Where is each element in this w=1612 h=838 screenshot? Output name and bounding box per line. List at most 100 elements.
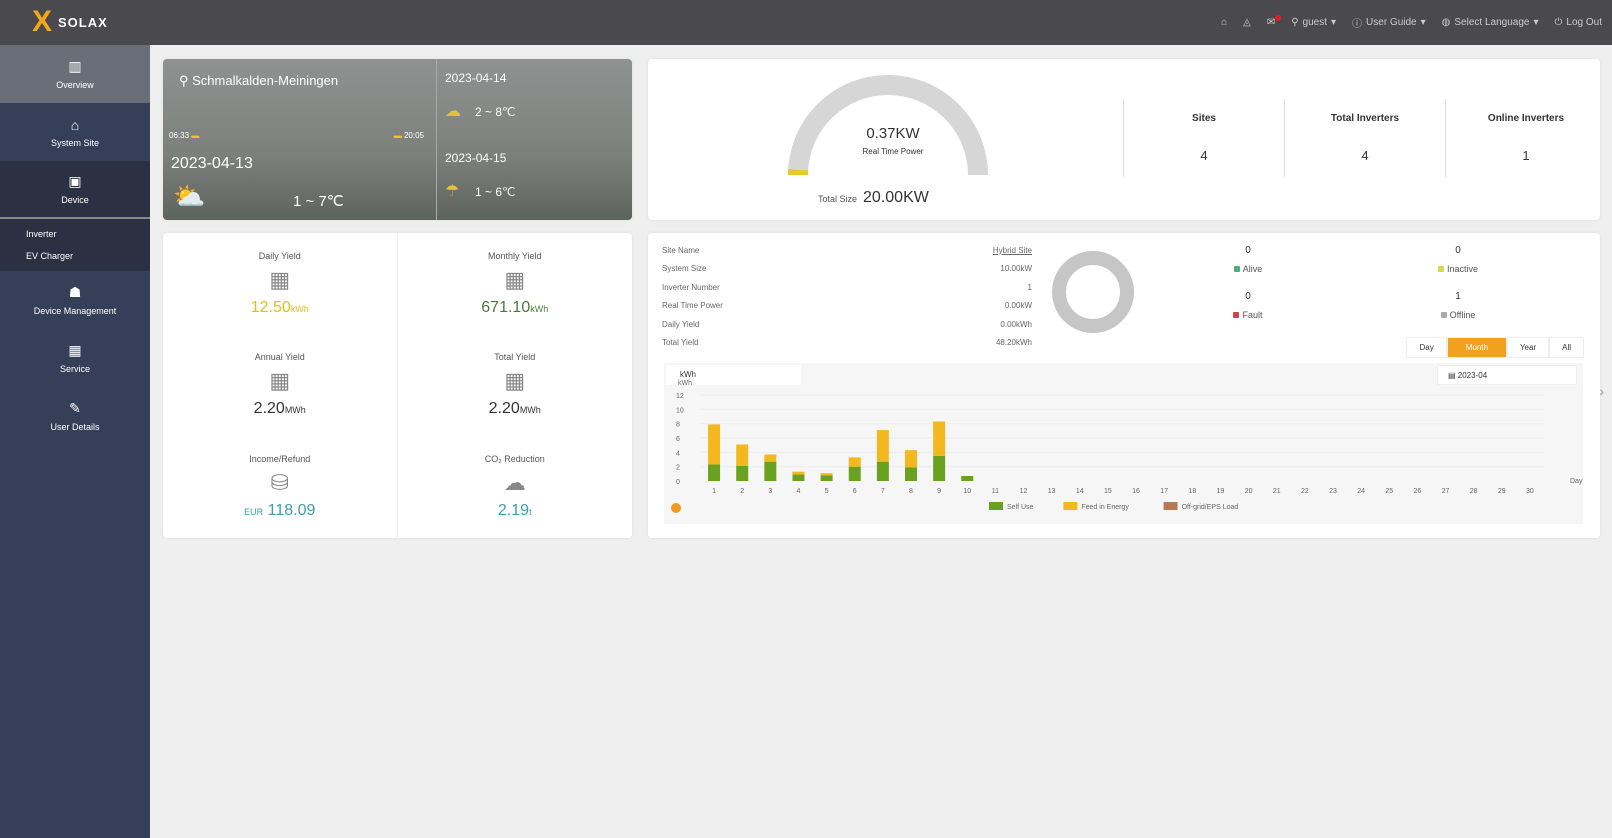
chevron-right-icon[interactable]: › — [1599, 383, 1604, 399]
sidebar-subitem-inverter[interactable]: Inverter — [26, 229, 57, 239]
solax-logo[interactable]: X SOLAX — [32, 7, 108, 37]
weather-location: ⚲ Schmalkalden-Meiningen — [179, 73, 338, 89]
status-offline: 1 Offline — [1418, 291, 1498, 320]
calendar-icon: ▦ — [269, 266, 291, 292]
coins-icon: ⛁ — [270, 470, 289, 496]
bar-self-use[interactable] — [848, 466, 861, 481]
home-icon: ⌂ — [70, 116, 80, 133]
x-tick-label: 23 — [1329, 488, 1337, 495]
total-size-value: 20.00KW — [863, 189, 929, 206]
sidebar-item-device-management[interactable]: ☗ Device Management — [0, 271, 150, 329]
bar-self-use[interactable] — [708, 464, 721, 481]
alert-icon[interactable]: ◬ — [1243, 17, 1251, 28]
y-tick-label: 8 — [676, 422, 680, 429]
donut-ring — [1052, 251, 1134, 333]
bar-self-use[interactable] — [736, 465, 749, 481]
info-value: 0.00kW — [1004, 301, 1032, 311]
sidebar-subitem-ev-charger[interactable]: EV Charger — [26, 251, 74, 261]
sidebar-item-device[interactable]: ▣ Device — [0, 161, 150, 219]
calendar-icon: ▦ — [504, 266, 526, 292]
bar-feed-in-energy[interactable] — [708, 424, 721, 465]
unit-select[interactable]: kWh — [666, 365, 801, 385]
stat-number: 671.10 — [481, 298, 531, 316]
bar-self-use[interactable] — [876, 461, 889, 481]
info-row: Inverter Number 1 — [662, 278, 1032, 297]
power-summary-card: 0.37KW Real Time Power Total Size 20.00KW… — [648, 59, 1600, 220]
x-tick-label: 29 — [1498, 488, 1506, 495]
bar-feed-in-energy[interactable] — [820, 473, 833, 476]
status-count: 0 — [1455, 245, 1461, 256]
download-icon[interactable] — [671, 503, 681, 513]
status-label: Alive — [1242, 264, 1263, 274]
weather-divider — [436, 59, 437, 220]
month-picker-value: 2023-04 — [1457, 371, 1488, 380]
legend-swatch — [1063, 502, 1078, 510]
total-size-label: Total Size — [818, 194, 858, 204]
forecast-temp: 2 ~ 8℃ — [475, 105, 516, 119]
month-picker[interactable]: ▤ 2023-04 — [1437, 365, 1577, 385]
bar-self-use[interactable] — [792, 474, 805, 481]
site-name-link[interactable]: Hybrid Site — [992, 245, 1032, 255]
legend-label[interactable]: Self Use — [1007, 504, 1034, 511]
info-row: Total Yield 48.20kWh — [662, 334, 1032, 353]
home-icon[interactable]: ⌂ — [1221, 17, 1228, 28]
real-time-power-gauge — [788, 75, 988, 176]
sun-times: 06:33 ▬ ▬ 20:05 — [169, 131, 424, 140]
x-tick-label: 13 — [1048, 488, 1056, 495]
bar-self-use[interactable] — [961, 475, 974, 481]
y-tick-label: 10 — [676, 407, 684, 414]
language-menu[interactable]: ◍ Select Language ▾ — [1441, 17, 1539, 28]
sunrise-icon: ▬ — [191, 131, 200, 140]
sidebar-item-user-details[interactable]: ✎ User Details — [0, 387, 150, 445]
stat-unit: EUR — [244, 507, 264, 518]
pen-icon: ✎ — [69, 400, 81, 416]
sidebar-item-overview[interactable]: ▥ Overview — [0, 45, 150, 103]
site-info-list: Site Name Hybrid Site System Size 10.00kW In… — [662, 241, 1032, 352]
kpi-label: Total Inverters — [1330, 113, 1400, 124]
device-submenu: Inverter EV Charger — [0, 219, 150, 271]
tab-all[interactable]: All — [1549, 337, 1584, 358]
sidebar-label: Service — [59, 364, 90, 374]
sunset-icon: ▬ — [393, 131, 402, 140]
kpi-sites: Sites 4 — [1123, 99, 1284, 177]
sunset-time: 20:05 — [403, 131, 424, 140]
bar-feed-in-energy[interactable] — [905, 450, 917, 468]
sidebar-item-system-site[interactable]: ⌂ System Site — [0, 103, 150, 161]
tab-year[interactable]: Year — [1506, 337, 1550, 358]
x-tick-label: 14 — [1076, 488, 1084, 495]
user-guide-menu[interactable]: ⓘ User Guide ▾ — [1352, 17, 1426, 30]
tab-day[interactable]: Day — [1406, 337, 1447, 358]
info-row: System Size 10.00kW — [662, 260, 1032, 279]
user-menu[interactable]: ⚲ guest ▾ — [1291, 17, 1337, 28]
bar-feed-in-energy[interactable] — [736, 444, 749, 466]
bar-feed-in-energy[interactable] — [933, 421, 946, 456]
bar-feed-in-energy[interactable] — [792, 471, 805, 475]
legend-label[interactable]: Off-grid/EPS Load — [1182, 504, 1239, 511]
x-tick-label: 24 — [1357, 488, 1365, 495]
logout-button[interactable]: ⏻ Log Out — [1554, 17, 1602, 28]
bar-self-use[interactable] — [905, 467, 917, 481]
legend-label[interactable]: Feed in Energy — [1081, 504, 1129, 511]
bar-feed-in-energy[interactable] — [764, 454, 777, 462]
stat-value: 2.19t — [498, 502, 532, 520]
x-axis-label: Day — [1570, 478, 1583, 485]
stat-value: EUR 118.09 — [244, 502, 315, 520]
sidebar-item-service[interactable]: ▦ Service — [0, 329, 150, 387]
x-tick-label: 16 — [1132, 488, 1140, 495]
bar-self-use[interactable] — [820, 475, 833, 481]
x-tick-label: 26 — [1414, 488, 1422, 495]
stat-value: 2.20MWh — [489, 400, 541, 418]
stat-label: CO₂ Reduction — [484, 454, 545, 465]
forecast-date: 2023-04-15 — [445, 151, 507, 165]
bar-feed-in-energy[interactable] — [848, 457, 861, 467]
tab-month[interactable]: Month — [1446, 337, 1507, 358]
stat-label: Daily Yield — [258, 250, 301, 261]
message-icon[interactable]: ✉ — [1267, 14, 1281, 28]
stat-annual-yield: Annual Yield ▦ 2.20MWh — [163, 334, 398, 437]
bar-self-use[interactable] — [933, 455, 946, 481]
bar-feed-in-energy[interactable] — [876, 430, 889, 462]
bar-self-use[interactable] — [764, 461, 777, 481]
info-value: 10.00kW — [1000, 264, 1032, 274]
power-icon: ⏻ — [1554, 17, 1563, 28]
x-tick-label: 6 — [853, 488, 857, 495]
